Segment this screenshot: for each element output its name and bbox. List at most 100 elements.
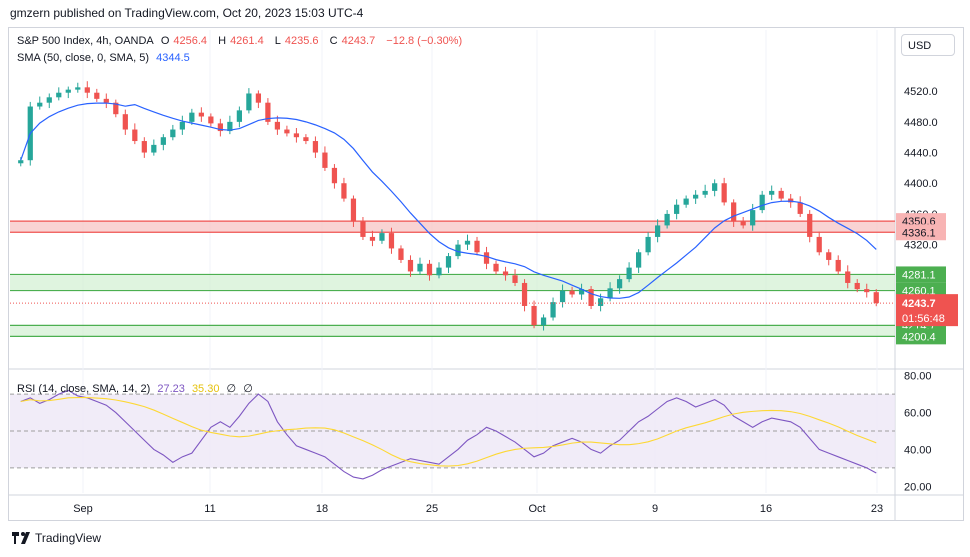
candle	[702, 184, 708, 198]
candle-body	[37, 102, 43, 107]
candle-body	[845, 271, 851, 283]
last-price-label: 4243.7	[902, 298, 936, 310]
time-tick-label: Sep	[73, 503, 93, 515]
change-value: −12.8 (−0.30%)	[386, 35, 463, 47]
candle	[445, 253, 452, 273]
rsi-tick-label: 80.00	[904, 371, 932, 383]
candle	[84, 81, 90, 99]
candle-body	[322, 152, 328, 168]
candle	[303, 134, 309, 145]
candle	[265, 98, 271, 125]
time-tick-label: 9	[652, 503, 658, 515]
candle-body	[303, 137, 309, 142]
candle	[122, 109, 128, 135]
price-tick-label: 4320.0	[904, 240, 938, 252]
candle-body	[873, 292, 879, 304]
candle	[664, 210, 670, 229]
candle	[293, 128, 300, 143]
low-value: L 4235.6	[274, 35, 319, 47]
footer-brand[interactable]: TradingView	[12, 531, 101, 545]
candle-body	[65, 89, 71, 93]
candle-body	[341, 183, 347, 199]
rsi-value: 27.23	[157, 383, 185, 395]
candle-body	[208, 116, 214, 124]
symbol-legend: S&P 500 Index, 4h, OANDA O 4256.4 H 4261.4…	[17, 35, 466, 47]
candle	[721, 177, 727, 206]
candle-body	[312, 141, 319, 153]
candle-body	[284, 129, 290, 134]
candle-body	[103, 98, 109, 103]
rsi-tick-label: 20.00	[904, 481, 932, 493]
zone-axis-label: 4200.4	[902, 331, 936, 343]
candle	[635, 249, 642, 273]
candle-body	[407, 259, 414, 272]
price-tick-label: 4400.0	[904, 178, 938, 190]
candle	[740, 216, 746, 229]
time-tick-label: 25	[426, 503, 438, 515]
zone-axis-label: 4281.1	[902, 269, 936, 281]
candle	[540, 314, 547, 331]
time-tick-label: 18	[316, 503, 328, 515]
high-value: H 4261.4	[218, 35, 264, 47]
candle-body	[379, 233, 385, 241]
candle-body	[236, 110, 242, 122]
candle	[160, 134, 166, 151]
currency-button[interactable]: USD	[901, 34, 955, 56]
candle-body	[788, 198, 794, 203]
sma-legend: SMA (50, close, 0, SMA, 5) 4344.5	[17, 52, 194, 64]
candle-body	[674, 204, 680, 214]
candle-body	[740, 221, 746, 226]
time-tick-label: 16	[760, 503, 772, 515]
candle	[854, 279, 860, 293]
candle	[151, 139, 157, 156]
candle-body	[350, 198, 357, 222]
candle	[75, 82, 81, 93]
rsi-ma-value: 35.30	[191, 383, 220, 395]
candle	[341, 177, 347, 202]
candle-body	[826, 252, 832, 260]
candle	[208, 113, 214, 127]
candle	[113, 99, 119, 118]
candle	[132, 123, 138, 145]
candle	[388, 227, 395, 254]
candle	[284, 125, 290, 137]
time-axis: Sep 11 18 25 Oct 9 16 23	[73, 503, 883, 515]
price-zones	[10, 220, 895, 337]
candle-body	[160, 137, 166, 145]
candle-body	[778, 190, 784, 199]
candle	[493, 260, 499, 275]
candle	[807, 210, 813, 243]
rsi-tick-label: 60.00	[904, 408, 932, 420]
candle-body	[46, 97, 52, 103]
candle	[655, 219, 661, 243]
price-zone	[10, 325, 895, 337]
candle-body	[559, 290, 566, 303]
candle-body	[274, 121, 281, 130]
price-tick-label: 4480.0	[904, 117, 938, 129]
candle	[550, 297, 556, 321]
rsi-extra-1: ∅	[226, 383, 237, 395]
candle	[531, 300, 537, 329]
candle	[845, 265, 851, 289]
rsi-line	[20, 389, 877, 480]
candle	[559, 284, 566, 308]
candle-body	[56, 92, 62, 98]
candle	[255, 90, 262, 109]
candle-body	[122, 114, 128, 130]
candle	[246, 88, 252, 114]
candle-body	[217, 123, 223, 132]
price-tick-label: 4520.0	[904, 86, 938, 98]
candle	[312, 136, 319, 158]
candle	[141, 137, 147, 158]
candle	[455, 240, 461, 260]
candle-body	[388, 233, 395, 249]
candle-body	[483, 252, 490, 264]
candle-body	[807, 213, 813, 237]
candle-body	[502, 271, 509, 276]
candle	[436, 262, 442, 279]
candle	[65, 86, 71, 99]
candle-body	[721, 183, 727, 203]
candle-body	[626, 267, 632, 280]
candle	[322, 146, 328, 171]
